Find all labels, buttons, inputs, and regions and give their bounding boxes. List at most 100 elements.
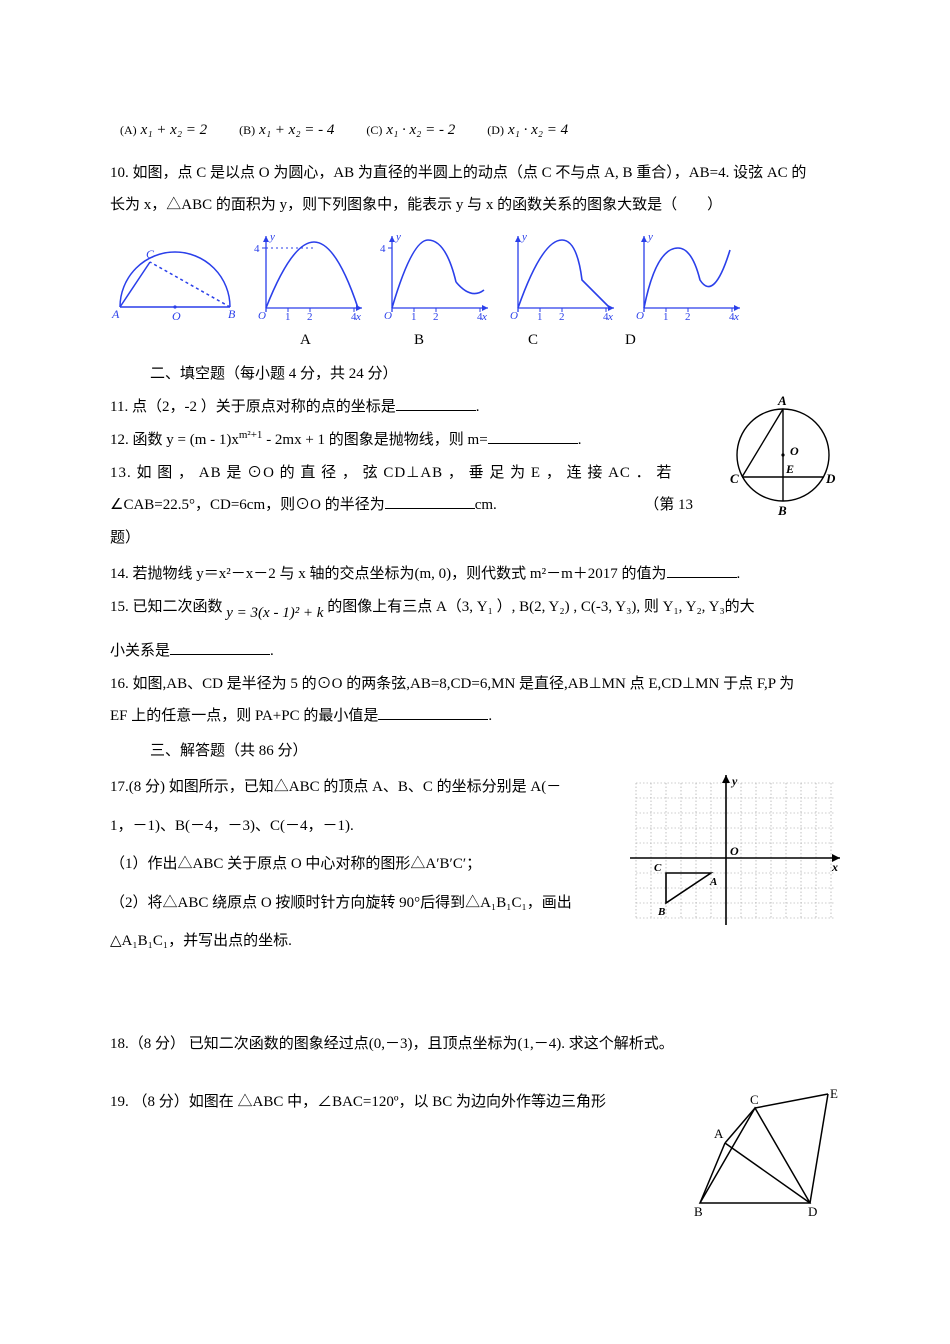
svg-text:A: A [777, 393, 787, 408]
svg-text:C: C [730, 471, 739, 486]
period: . [737, 566, 741, 582]
blank [396, 395, 476, 411]
svg-text:2: 2 [307, 311, 313, 322]
svg-text:1: 1 [537, 311, 543, 322]
q14: 14. 若抛物线 y＝x²－x－2 与 x 轴的交点坐标为(m, 0)，则代数式… [110, 560, 840, 589]
period: . [270, 643, 274, 659]
svg-text:O: O [172, 309, 181, 322]
q10-figures: A B C O O 1 2 4 4 x y [110, 230, 840, 322]
q12-text-a: 12. 函数 y = (m - 1)x [110, 432, 239, 448]
svg-text:B: B [228, 307, 236, 321]
q15-text-b: 的图像上有三点 A（3, Y₁ ）, B(2, Y₂) , C(-3, Y₃),… [327, 599, 754, 615]
q10-option-labels: A B C D [110, 326, 840, 355]
svg-text:E: E [785, 462, 794, 476]
q16-line2: EF 上的任意一点，则 PA+PC 的最小值是. [110, 702, 840, 731]
q9-options: (A) x₁ + x₂ = 2 (B) x₁ + x₂ = - 4 (C) x₁… [120, 116, 840, 145]
q15-line2: 小关系是. [110, 637, 840, 666]
q17-grid-figure: O x y A B C [630, 773, 840, 933]
svg-text:1: 1 [285, 311, 291, 322]
svg-text:O: O [258, 310, 266, 322]
q11-text: 11. 点（2，-2 ）关于原点对称的点的坐标是 [110, 399, 396, 415]
q13-line3: 题） [110, 524, 840, 553]
option-text: x₁ · x₂ = - 2 [386, 116, 455, 145]
q15-line1: 15. 已知二次函数 y = 3(x - 1)² + k 的图像上有三点 A（3… [110, 593, 840, 622]
svg-text:A: A [714, 1126, 724, 1141]
q19-figure: A B C D E [690, 1088, 840, 1218]
svg-text:O: O [636, 310, 644, 322]
svg-text:D: D [808, 1204, 817, 1218]
svg-text:O: O [730, 844, 739, 858]
q13-text-b: ∠CAB=22.5°，CD=6cm，则⊙O 的半径为 [110, 497, 385, 513]
q10-graph-d: O 1 2 4 x y [628, 230, 746, 322]
svg-text:C: C [146, 247, 155, 261]
q10-semicircle-figure: A B C O [110, 232, 242, 322]
q12-text-b: - 2mx + 1 的图象是抛物线，则 m= [262, 432, 487, 448]
q9-option-a: (A) x₁ + x₂ = 2 [120, 116, 207, 145]
svg-text:D: D [825, 471, 836, 486]
blank [667, 562, 737, 578]
svg-text:C: C [654, 862, 662, 874]
q10-graph-a: O 1 2 4 4 x y [250, 230, 368, 322]
q13-figure: A B C D E O [728, 393, 840, 523]
svg-text:y: y [730, 774, 738, 788]
svg-text:x: x [733, 311, 739, 322]
q14-text: 14. 若抛物线 y＝x²－x－2 与 x 轴的交点坐标为(m, 0)，则代数式… [110, 566, 667, 582]
option-text: x₁ + x₂ = - 4 [259, 116, 334, 145]
svg-text:O: O [384, 310, 392, 322]
blank [170, 639, 270, 655]
q10-graph-c: O 1 2 4 x y [502, 230, 620, 322]
q13-ref: （第 13 [644, 497, 693, 513]
option-label: (A) [120, 119, 137, 142]
option-text: x₁ · x₂ = 4 [508, 116, 568, 145]
svg-text:2: 2 [685, 311, 691, 322]
svg-text:E: E [830, 1088, 838, 1101]
period: . [578, 432, 582, 448]
svg-text:1: 1 [663, 311, 669, 322]
svg-text:O: O [790, 444, 799, 458]
svg-text:2: 2 [559, 311, 565, 322]
q10-graph-b: O 1 2 4 4 x y [376, 230, 494, 322]
blank [378, 704, 488, 720]
svg-text:4: 4 [254, 243, 260, 255]
period: . [488, 708, 492, 724]
svg-text:A: A [709, 876, 717, 888]
q15-function: y = 3(x - 1)² + k [226, 605, 323, 621]
svg-text:1: 1 [411, 311, 417, 322]
q9-option-b: (B) x₁ + x₂ = - 4 [239, 116, 334, 145]
svg-text:x: x [481, 311, 487, 322]
q18: 18.（8 分） 已知二次函数的图象经过点(0,－3)，且顶点坐标为(1,－4)… [110, 1030, 840, 1059]
svg-text:x: x [607, 311, 613, 322]
q15-text-c: 小关系是 [110, 643, 170, 659]
option-label: (C) [366, 119, 382, 142]
q16-line1: 16. 如图,AB、CD 是半径为 5 的⊙O 的两条弦,AB=8,CD=6,M… [110, 670, 840, 699]
option-text: x₁ + x₂ = 2 [141, 116, 208, 145]
q15-text-a: 15. 已知二次函数 [110, 599, 223, 615]
svg-text:4: 4 [380, 243, 386, 255]
svg-text:B: B [694, 1204, 703, 1218]
svg-text:B: B [777, 503, 787, 518]
q10-stem-line1: 10. 如图，点 C 是以点 O 为圆心，AB 为直径的半圆上的动点（点 C 不… [110, 159, 840, 188]
svg-text:y: y [269, 231, 275, 243]
section-2-heading: 二、填空题（每小题 4 分，共 24 分） [150, 360, 840, 389]
svg-text:x: x [831, 860, 838, 874]
q12-exponent: m²+1 [239, 429, 263, 441]
period: . [476, 399, 480, 415]
q13-unit: cm. [475, 497, 497, 513]
svg-text:A: A [111, 307, 120, 321]
svg-text:y: y [521, 231, 527, 243]
q16-text-b: EF 上的任意一点，则 PA+PC 的最小值是 [110, 708, 378, 724]
option-label: (D) [487, 119, 504, 142]
svg-text:y: y [647, 231, 653, 243]
blank [385, 493, 475, 509]
q9-option-c: (C) x₁ · x₂ = - 2 [366, 116, 455, 145]
svg-text:B: B [657, 906, 665, 918]
option-label: (B) [239, 119, 255, 142]
q10-stem-line2: 长为 x，△ABC 的面积为 y，则下列图象中，能表示 y 与 x 的函数关系的… [110, 191, 840, 220]
blank [488, 428, 578, 444]
svg-text:x: x [355, 311, 361, 322]
svg-text:y: y [395, 231, 401, 243]
section-3-heading: 三、解答题（共 86 分） [150, 737, 840, 766]
svg-text:2: 2 [433, 311, 439, 322]
svg-text:C: C [750, 1092, 759, 1107]
q9-option-d: (D) x₁ · x₂ = 4 [487, 116, 568, 145]
